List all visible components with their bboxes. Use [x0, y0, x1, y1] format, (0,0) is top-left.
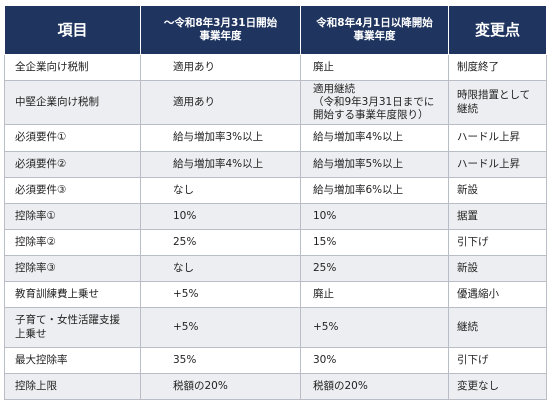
table-row: 子育て・女性活躍支援 上乗せ +5% +5% 継続 — [4, 307, 547, 348]
table-row: 控除率③ なし 25% 新設 — [4, 255, 547, 282]
table-cell: 15% — [300, 229, 449, 256]
table-cell: 新設 — [448, 177, 547, 204]
table-cell: 中堅企業向け税制 — [4, 80, 141, 125]
table-cell: +5% — [140, 281, 301, 308]
table-row: 控除率② 25% 15% 引下げ — [4, 229, 547, 256]
table-cell: 廃止 — [300, 281, 449, 308]
table-cell: 新設 — [448, 255, 547, 282]
table-cell: 給与増加率4%以上 — [300, 124, 449, 152]
table-row: 全企業向け税制 適用あり 廃止 制度終了 — [4, 54, 547, 81]
table-cell: 適用継続 （令和9年3月31日までに 開始する事業年度限り） — [300, 80, 449, 125]
table-cell: 据置 — [448, 203, 547, 230]
table-cell: 最大控除率 — [4, 347, 141, 374]
table-cell: 給与増加率5%以上 — [300, 151, 449, 178]
table-cell: 教育訓練費上乗せ — [4, 281, 141, 308]
table-row: 控除率① 10% 10% 据置 — [4, 203, 547, 230]
table-cell: 控除率① — [4, 203, 141, 230]
table-cell: 控除上限 — [4, 373, 141, 400]
table-cell: ハードル上昇 — [448, 151, 547, 178]
table-cell: 引下げ — [448, 347, 547, 374]
header-cell: 項目 — [4, 5, 141, 55]
table-cell: 税額の20% — [140, 373, 301, 400]
table-cell: 35% — [140, 347, 301, 374]
table-cell: 必須要件② — [4, 151, 141, 178]
table-cell: 10% — [140, 203, 301, 230]
table-cell: 適用あり — [140, 54, 301, 81]
table-row: 必須要件③ なし 給与増加率6%以上 新設 — [4, 177, 547, 204]
table-row: 教育訓練費上乗せ +5% 廃止 優遇縮小 — [4, 281, 547, 308]
table-row: 控除上限 税額の20% 税額の20% 変更なし — [4, 373, 547, 400]
table-cell: 控除率② — [4, 229, 141, 256]
table-cell: 引下げ — [448, 229, 547, 256]
table-cell: +5% — [300, 307, 449, 348]
table-cell: なし — [140, 255, 301, 282]
table-cell: 25% — [140, 229, 301, 256]
header-row: 項目 〜令和8年3月31日開始 事業年度 令和8年4月1日以降開始 事業年度 変更点 — [4, 5, 547, 55]
table-cell: 時限措置として 継続 — [448, 80, 547, 125]
table-cell: 25% — [300, 255, 449, 282]
table-cell: ハードル上昇 — [448, 124, 547, 152]
table-row: 必須要件① 給与増加率3%以上 給与増加率4%以上 ハードル上昇 — [4, 124, 547, 152]
table-cell: 30% — [300, 347, 449, 374]
header-cell: 令和8年4月1日以降開始 事業年度 — [300, 5, 449, 55]
table-cell: なし — [140, 177, 301, 204]
table-cell: 必須要件③ — [4, 177, 141, 204]
table-cell: 優遇縮小 — [448, 281, 547, 308]
table-cell: 適用あり — [140, 80, 301, 125]
table-cell: 控除率③ — [4, 255, 141, 282]
table-row: 必須要件② 給与増加率4%以上 給与増加率5%以上 ハードル上昇 — [4, 151, 547, 178]
table-cell: 変更なし — [448, 373, 547, 400]
table-cell: +5% — [140, 307, 301, 348]
table-cell: 必須要件① — [4, 124, 141, 152]
table-cell: 全企業向け税制 — [4, 54, 141, 81]
table-row: 最大控除率 35% 30% 引下げ — [4, 347, 547, 374]
table-cell: 子育て・女性活躍支援 上乗せ — [4, 307, 141, 348]
table-cell: 制度終了 — [448, 54, 547, 81]
header-cell: 変更点 — [448, 5, 547, 55]
table-cell: 廃止 — [300, 54, 449, 81]
table-body: 全企業向け税制 適用あり 廃止 制度終了 中堅企業向け税制 適用あり 適用継続 （令和9年3… — [4, 54, 547, 400]
table-container: 項目 〜令和8年3月31日開始 事業年度 令和8年4月1日以降開始 事業年度 変更点 … — [4, 5, 547, 400]
table-cell: 給与増加率4%以上 — [140, 151, 301, 178]
table-cell: 税額の20% — [300, 373, 449, 400]
table-cell: 給与増加率6%以上 — [300, 177, 449, 204]
header-cell: 〜令和8年3月31日開始 事業年度 — [140, 5, 301, 55]
table-cell: 継続 — [448, 307, 547, 348]
table-row: 中堅企業向け税制 適用あり 適用継続 （令和9年3月31日までに 開始する事業年度限… — [4, 80, 547, 125]
table-cell: 給与増加率3%以上 — [140, 124, 301, 152]
table-cell: 10% — [300, 203, 449, 230]
comparison-table: 項目 〜令和8年3月31日開始 事業年度 令和8年4月1日以降開始 事業年度 変更点 … — [4, 5, 547, 400]
